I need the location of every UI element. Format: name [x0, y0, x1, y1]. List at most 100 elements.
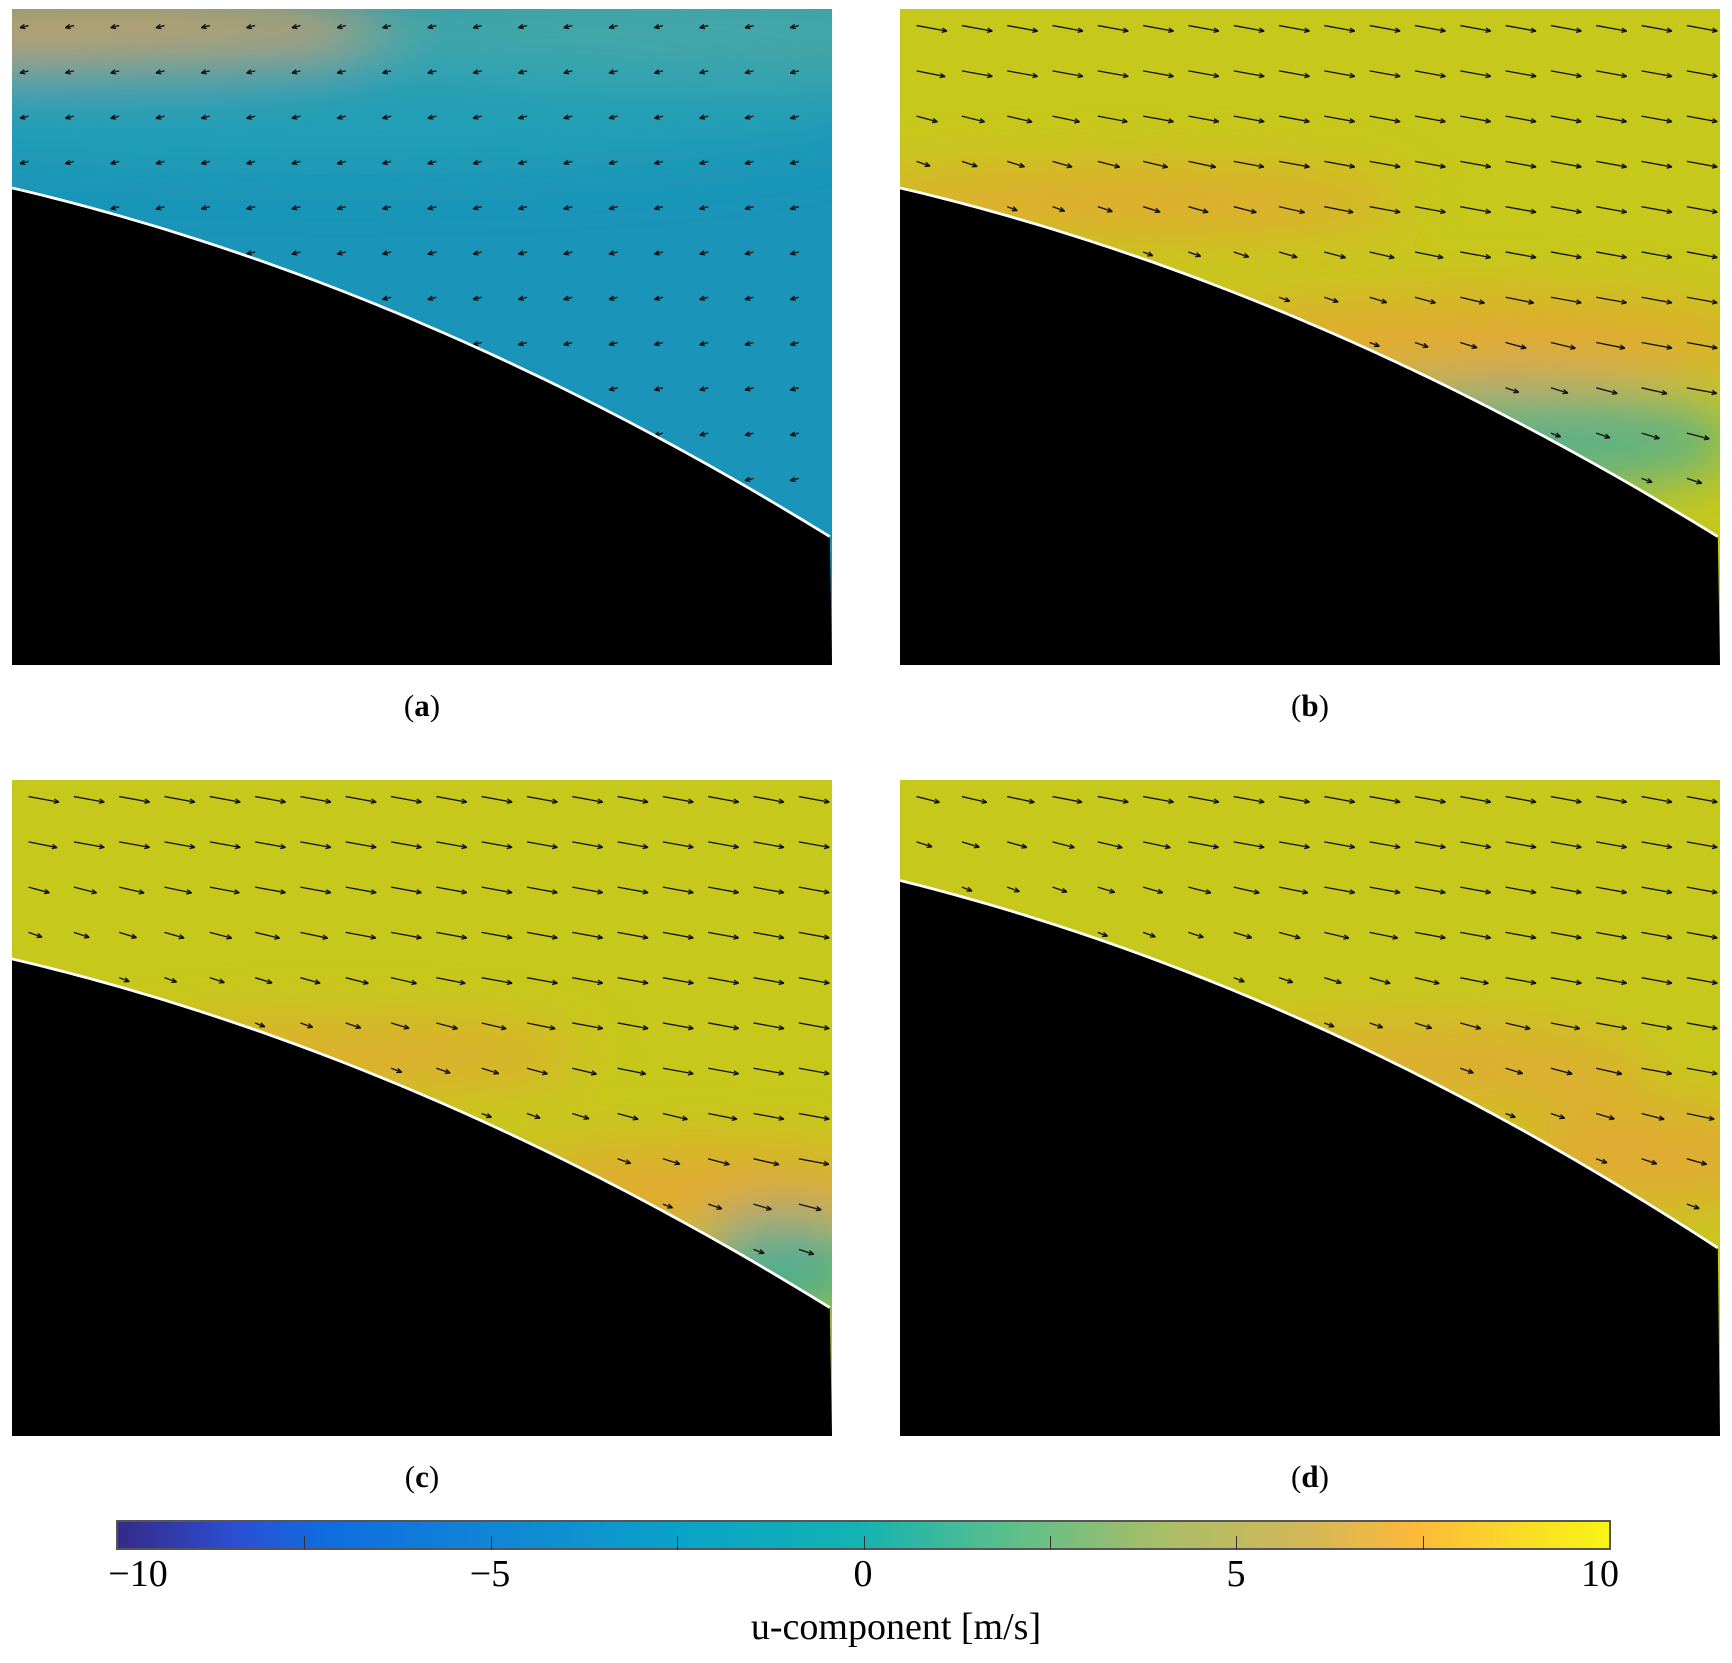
velocity-vector: [662, 1158, 681, 1165]
velocity-vector: [1324, 886, 1355, 894]
velocity-vector: [1460, 1067, 1474, 1074]
velocity-vector-head: [597, 798, 604, 804]
velocity-vector: [28, 886, 50, 894]
velocity-vector-head: [733, 1024, 740, 1031]
velocity-vector-head: [291, 204, 298, 211]
velocity-vector: [961, 115, 985, 123]
velocity-vector-head: [200, 159, 207, 166]
velocity-vector-head: [1666, 299, 1673, 305]
velocity-vector-head: [1619, 344, 1626, 350]
velocity-vector: [526, 795, 558, 803]
velocity-vector-head: [1122, 72, 1129, 79]
velocity-vector: [1007, 795, 1035, 803]
velocity-vector: [1686, 1067, 1718, 1075]
velocity-vector-head: [1303, 798, 1310, 804]
velocity-vector-head: [110, 114, 117, 120]
velocity-vector: [209, 841, 241, 849]
velocity-vector: [1686, 341, 1718, 349]
velocity-vector: [1052, 70, 1084, 78]
velocity-vector-head: [1711, 934, 1718, 940]
velocity-vector-head: [642, 934, 649, 940]
velocity-vector-head: [110, 69, 117, 75]
velocity-vector-head: [1213, 843, 1219, 850]
velocity-vector-head: [1243, 252, 1250, 259]
velocity-vector-head: [459, 979, 466, 986]
velocity-vector-head: [155, 69, 162, 75]
velocity-vector-head: [563, 159, 570, 166]
velocity-vector-head: [506, 798, 513, 804]
velocity-vector: [1596, 24, 1627, 32]
velocity-vector-head: [551, 889, 558, 895]
velocity-vector-head: [1246, 933, 1253, 940]
velocity-vector: [1505, 1022, 1531, 1030]
velocity-vector-head: [597, 979, 604, 986]
velocity-vector-head: [608, 386, 615, 392]
velocity-vector-head: [427, 114, 434, 120]
velocity-vector-head: [1149, 932, 1156, 938]
velocity-vector: [436, 1067, 451, 1074]
velocity-vector: [1460, 931, 1491, 939]
velocity-vector: [1052, 886, 1068, 893]
velocity-vector-head: [234, 798, 241, 804]
velocity-vector-head: [744, 159, 751, 166]
velocity-vector: [1641, 931, 1673, 939]
velocity-vector-head: [246, 159, 253, 166]
velocity-vector: [1052, 841, 1075, 849]
velocity-vector: [1550, 1022, 1580, 1030]
velocity-vector-head: [1213, 118, 1220, 124]
velocity-vector-head: [427, 204, 434, 211]
velocity-vector: [1686, 160, 1718, 168]
velocity-vector-head: [1611, 389, 1618, 395]
velocity-vector: [1641, 1158, 1657, 1165]
velocity-vector-head: [1621, 253, 1628, 260]
velocity-vector: [1278, 206, 1305, 214]
velocity-vector: [1550, 977, 1582, 984]
velocity-vector: [164, 977, 177, 983]
velocity-vector-head: [744, 250, 751, 256]
velocity-vector-head: [687, 889, 694, 895]
velocity-vector-head: [1708, 1115, 1715, 1121]
velocity-vector: [1460, 160, 1491, 168]
velocity-vector: [1550, 296, 1582, 304]
velocity-vector-head: [699, 69, 706, 75]
velocity-vector: [1414, 206, 1446, 213]
velocity-vector: [1460, 977, 1489, 985]
velocity-vector-head: [291, 250, 298, 256]
velocity-vector-head: [590, 1070, 597, 1076]
velocity-vector: [1188, 206, 1209, 213]
velocity-vector-head: [461, 934, 468, 940]
velocity-vector-head: [1394, 889, 1401, 895]
velocity-vector: [572, 795, 603, 803]
velocity-vector-head: [1530, 798, 1537, 804]
velocity-vector: [1414, 251, 1444, 259]
velocity-vector-head: [723, 1160, 730, 1166]
velocity-vector-head: [1394, 72, 1401, 79]
velocity-vector-head: [1621, 163, 1628, 169]
velocity-vector-head: [1433, 979, 1440, 986]
velocity-vector-head: [1621, 208, 1628, 215]
colorbar-tick-label: −5: [469, 1553, 511, 1595]
velocity-vector-head: [83, 933, 90, 939]
velocity-vector: [1686, 1022, 1718, 1030]
velocity-vector-head: [789, 476, 796, 483]
velocity-vector-head: [716, 1204, 723, 1210]
velocity-vector-head: [823, 1115, 830, 1121]
velocity-vector-head: [1011, 206, 1018, 212]
velocity-vector-head: [325, 843, 332, 850]
velocity-vector: [28, 841, 58, 849]
velocity-vector: [708, 886, 739, 894]
velocity-vector-head: [1575, 979, 1582, 986]
velocity-vector-head: [336, 250, 343, 256]
velocity-vector: [1505, 115, 1537, 123]
velocity-vector-head: [1703, 434, 1710, 441]
velocity-vector: [1324, 70, 1355, 78]
velocity-vector: [1686, 70, 1718, 78]
velocity-vector-head: [1168, 72, 1174, 79]
velocity-vector: [1686, 251, 1718, 259]
velocity-vector-head: [789, 250, 796, 256]
velocity-vector: [1233, 931, 1252, 939]
velocity-vector-head: [1530, 889, 1537, 895]
velocity-vector-head: [733, 1070, 740, 1076]
velocity-vector: [916, 841, 933, 848]
velocity-vector: [1505, 795, 1537, 803]
